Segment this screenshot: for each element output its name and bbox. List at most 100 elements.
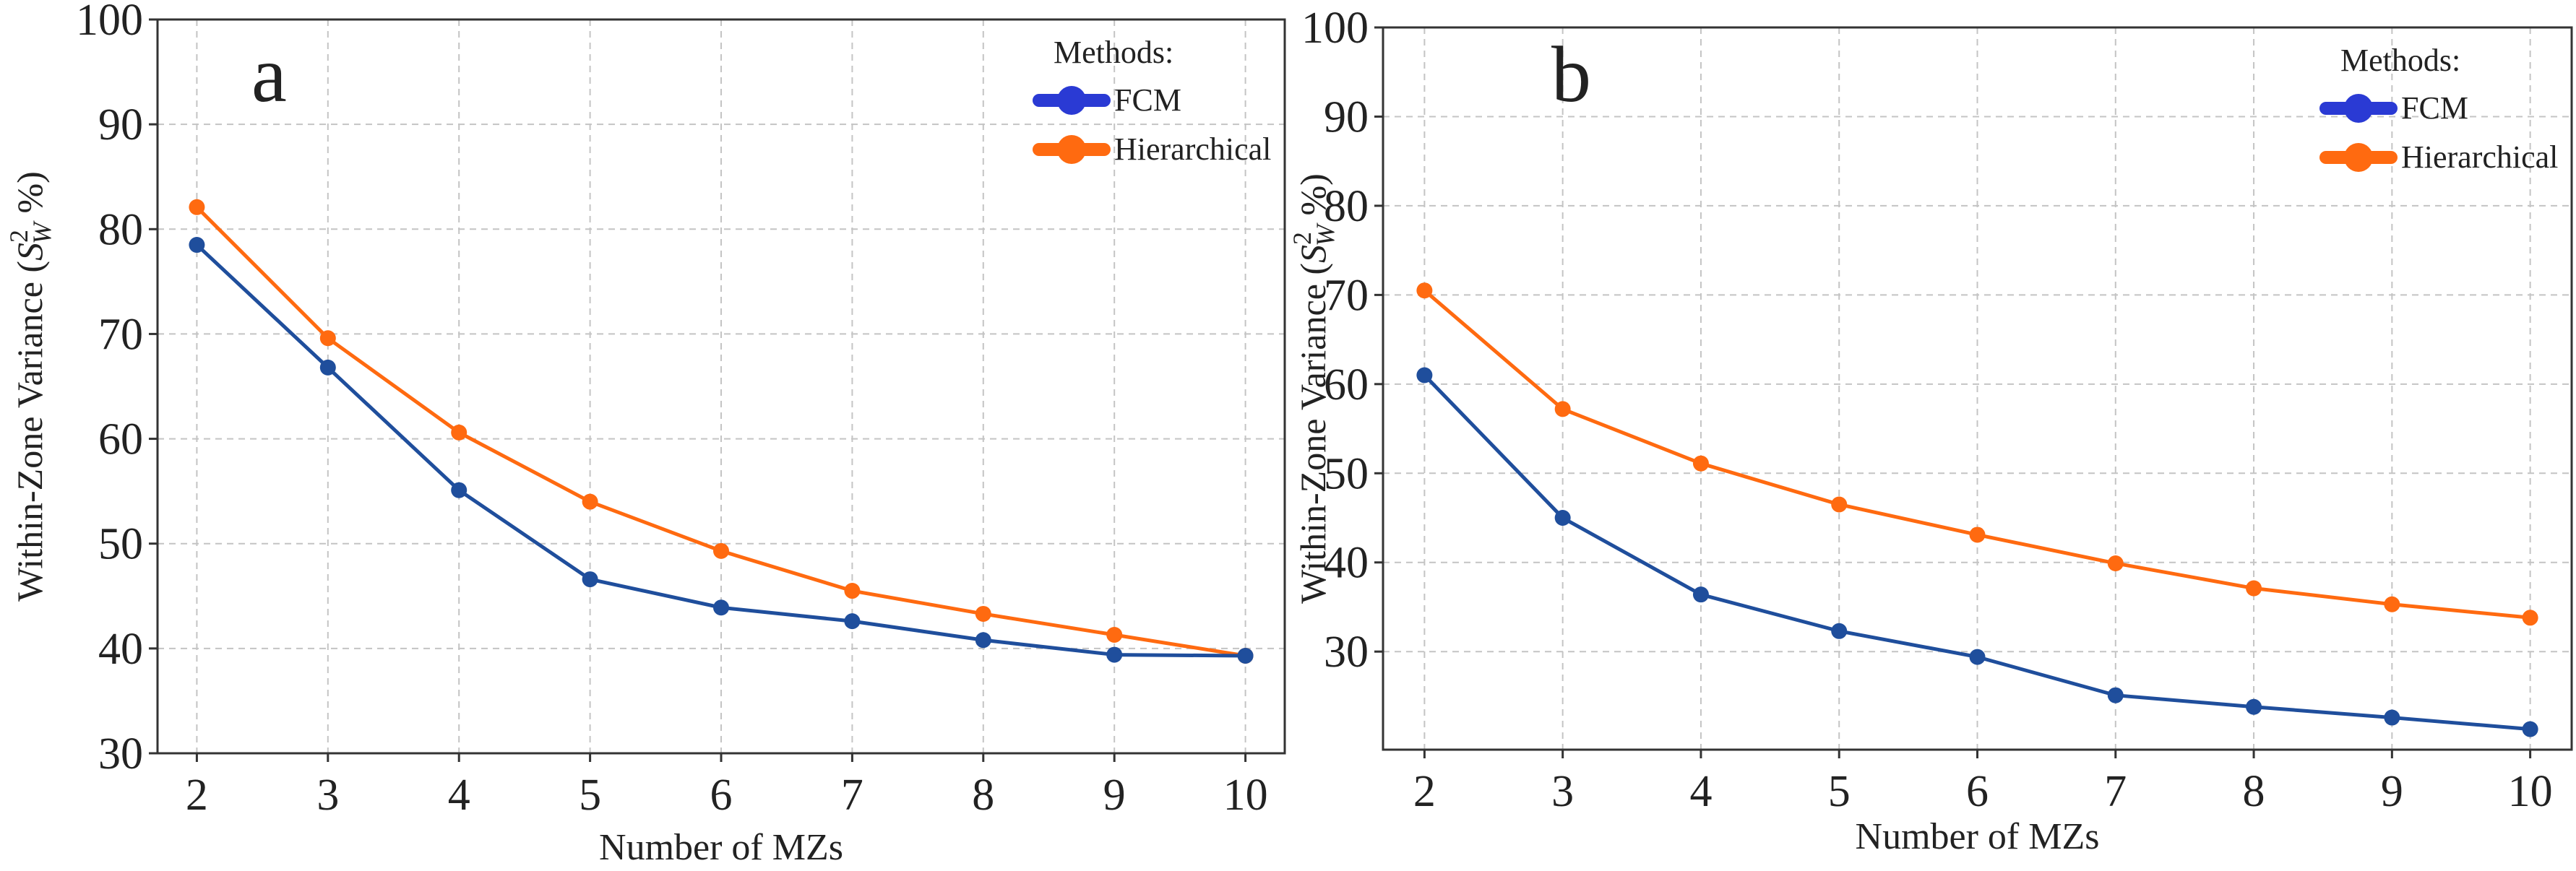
data-point — [844, 583, 861, 599]
x-tick-label: 5 — [579, 771, 601, 820]
data-point — [2522, 610, 2538, 626]
y-axis-label: Within-Zone Variance (S2W %) — [1288, 173, 1340, 604]
series-hierarchical — [1416, 282, 2538, 626]
y-tick-label: 40 — [1324, 539, 1369, 588]
data-point — [1554, 401, 1571, 417]
y-axis-label-suffix: %) — [9, 171, 50, 222]
y-tick-label: 70 — [98, 310, 143, 359]
legend-marker-fcm — [2344, 94, 2373, 123]
x-tick-label: 3 — [1551, 767, 1574, 816]
data-point — [713, 542, 729, 559]
data-point — [2107, 687, 2124, 703]
data-point — [1237, 648, 1254, 664]
data-point — [2107, 555, 2124, 571]
legend-title: Methods: — [2340, 43, 2460, 78]
data-point — [1416, 282, 1433, 299]
grid — [1383, 27, 2572, 750]
x-tick-label: 4 — [448, 771, 470, 820]
y-axis-label-subscript: W — [1311, 222, 1340, 246]
data-point — [451, 482, 468, 498]
y-tick-label: 50 — [98, 520, 143, 569]
data-point — [319, 330, 336, 347]
y-tick-label: 80 — [1324, 182, 1369, 231]
y-tick-label: 100 — [1301, 4, 1369, 53]
x-tick-label: 6 — [1966, 767, 1989, 816]
series-fcm — [1416, 367, 2538, 737]
x-tick-label: 9 — [2381, 767, 2403, 816]
legend-marker-fcm — [1057, 86, 1086, 115]
x-tick-label: 9 — [1103, 771, 1126, 820]
data-point — [713, 599, 729, 616]
y-tick-label: 30 — [1324, 628, 1369, 677]
data-point — [1969, 649, 1986, 665]
x-tick-label: 10 — [2508, 767, 2553, 816]
data-point — [2384, 596, 2400, 612]
x-tick-label: 8 — [972, 771, 994, 820]
data-point — [975, 632, 991, 649]
legend-label-hierarchical: Hierarchical — [1114, 131, 1271, 167]
y-axis-label-superscript: 2 — [1288, 232, 1317, 245]
series-hierarchical — [189, 199, 1254, 664]
x-tick-label: 7 — [841, 771, 863, 820]
y-axis-label-superscript: 2 — [4, 230, 33, 243]
chart-panel-b: 2 3 4 5 6 7 8 9 10 30 40 50 60 70 80 90 100 Number of MZs… — [1288, 0, 2576, 871]
data-point — [582, 493, 598, 510]
panel-letter: a — [251, 30, 287, 118]
data-point — [189, 199, 205, 215]
legend: Methods: FCM Hierarchical — [1033, 35, 1271, 167]
y-tick-label: 100 — [76, 0, 143, 45]
y-tick-label: 40 — [98, 625, 143, 674]
data-point — [2246, 698, 2262, 715]
x-tick-label: 6 — [710, 771, 733, 820]
x-tick-label: 4 — [1689, 767, 1712, 816]
data-point — [1831, 623, 1848, 639]
legend-label-hierarchical: Hierarchical — [2401, 139, 2558, 175]
y-axis-label: Within-Zone Variance (S2W %) — [4, 171, 56, 602]
y-tick-label: 90 — [1324, 92, 1369, 142]
data-point — [1969, 526, 1986, 543]
grid — [158, 19, 1285, 754]
x-tick-label: 2 — [1413, 767, 1436, 816]
series-fcm — [189, 237, 1254, 664]
x-axis-label: Number of MZs — [599, 827, 843, 868]
y-tick-label: 80 — [98, 205, 143, 254]
x-axis-label: Number of MZs — [1856, 816, 2100, 857]
x-tick-label: 8 — [2243, 767, 2265, 816]
x-tick-label: 10 — [1223, 771, 1268, 820]
data-point — [1106, 626, 1123, 643]
y-axis-label-subscript: W — [27, 220, 56, 244]
data-point — [975, 605, 991, 622]
data-point — [2522, 721, 2538, 737]
data-point — [844, 613, 861, 630]
chart-panel-a: 2 3 4 5 6 7 8 9 10 30 40 50 60 70 80 90 100 Number of MZs… — [4, 0, 1286, 868]
chart-svg: 2 3 4 5 6 7 8 9 10 30 40 50 60 70 80 90 100 Number of MZs… — [1288, 4, 2573, 857]
data-point — [451, 424, 468, 441]
panel-letter: b — [1551, 30, 1591, 118]
y-axis-label-symbol: S — [9, 243, 50, 261]
legend-label-fcm: FCM — [1114, 82, 1181, 118]
x-tick-label: 3 — [316, 771, 339, 820]
data-point — [189, 237, 205, 254]
data-point — [1416, 367, 1433, 384]
data-point — [319, 359, 336, 376]
y-tick-label: 70 — [1324, 271, 1369, 320]
legend: Methods: FCM Hierarchical — [2319, 43, 2558, 175]
x-tick-label: 5 — [1828, 767, 1851, 816]
data-point — [1692, 586, 1709, 603]
y-axis-label-prefix: Within-Zone Variance ( — [1293, 263, 1333, 604]
x-tick-label: 7 — [2104, 767, 2127, 816]
y-axis-label-symbol: S — [1293, 245, 1333, 263]
y-axis-label-suffix: %) — [1293, 173, 1333, 225]
y-tick-label: 60 — [98, 415, 143, 464]
y-axis-label-prefix: Within-Zone Variance ( — [9, 261, 50, 602]
y-tick-label: 90 — [98, 100, 143, 150]
data-point — [582, 571, 598, 588]
x-tick-label: 2 — [186, 771, 208, 820]
data-point — [2246, 580, 2262, 597]
legend-label-fcm: FCM — [2401, 90, 2468, 126]
y-tick-label: 30 — [98, 729, 143, 779]
legend-marker-hierarchical — [1057, 135, 1086, 164]
chart-svg: 2 3 4 5 6 7 8 9 10 30 40 50 60 70 80 90 100 Number of MZs… — [4, 0, 1286, 868]
data-point — [2384, 709, 2400, 726]
data-point — [1831, 496, 1848, 513]
